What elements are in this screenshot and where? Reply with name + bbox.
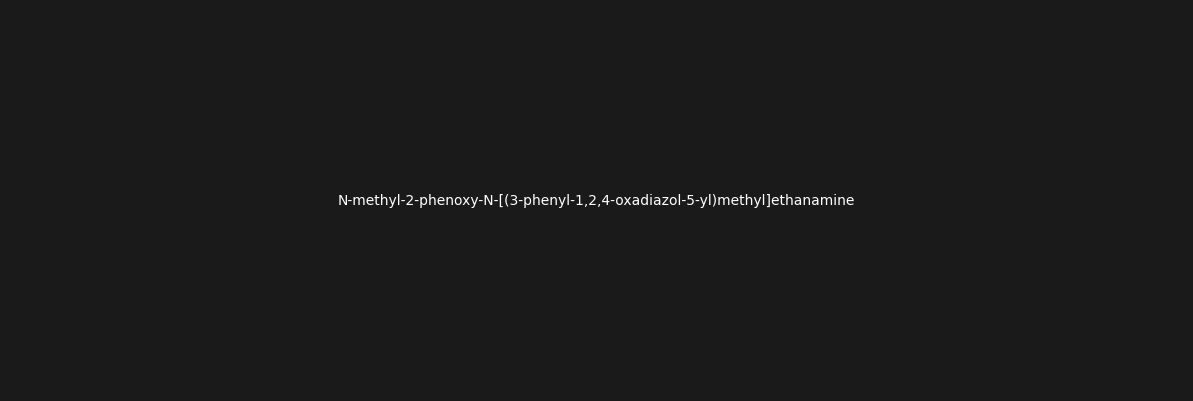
Text: N-methyl-2-phenoxy-N-[(3-phenyl-1,2,4-oxadiazol-5-yl)methyl]ethanamine: N-methyl-2-phenoxy-N-[(3-phenyl-1,2,4-ox… (338, 194, 855, 207)
